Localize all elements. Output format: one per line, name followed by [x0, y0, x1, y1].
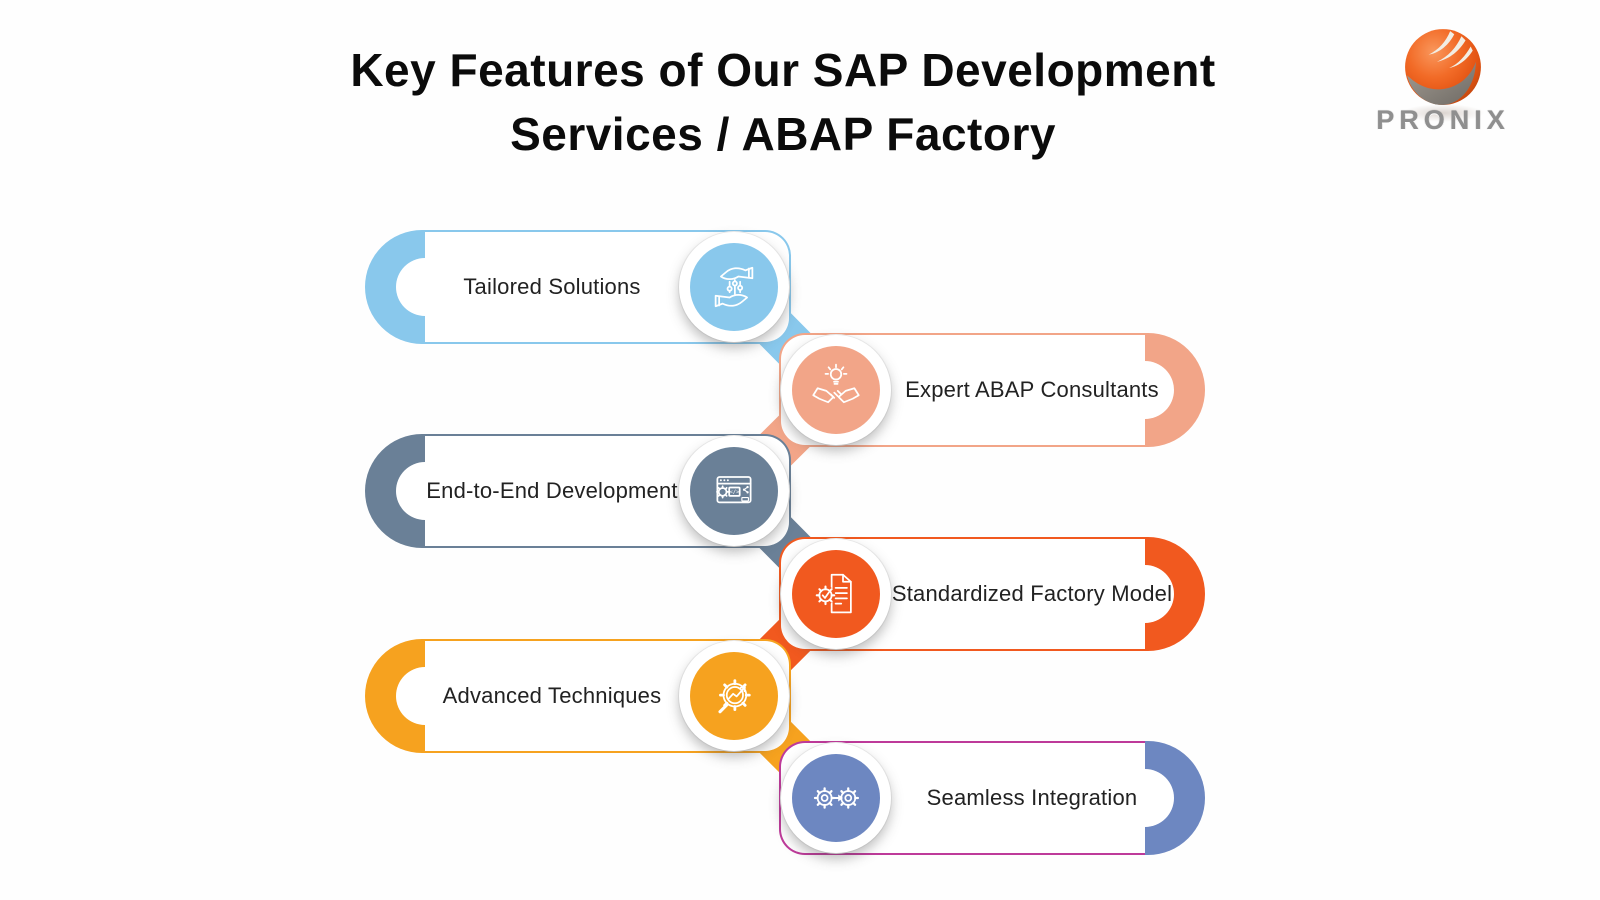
- feature-icon-circle: [679, 232, 789, 342]
- feature-row-end-to-end-development: End-to-End Development </>: [365, 434, 791, 548]
- logo-sphere-icon: [1405, 29, 1481, 105]
- feature-label: Standardized Factory Model: [891, 581, 1173, 606]
- feature-cap-notch: [396, 462, 454, 520]
- feature-cap-notch: [396, 667, 454, 725]
- feature-row-seamless-integration: Seamless Integration: [779, 741, 1205, 855]
- feature-row-advanced-techniques: Advanced Techniques: [365, 639, 791, 753]
- logo-wordmark: PRONIX: [1376, 105, 1510, 135]
- idea-handshake-icon: [812, 363, 860, 404]
- gear-analytics-icon: [718, 679, 751, 714]
- feature-icon-circle: [781, 743, 891, 853]
- page-title: Key Features of Our SAP Development Serv…: [283, 38, 1283, 166]
- feature-icon-circle: </>: [679, 436, 789, 546]
- feature-label: Tailored Solutions: [463, 274, 641, 299]
- feature-label: Advanced Techniques: [442, 683, 662, 708]
- feature-cap-notch: [1116, 769, 1174, 827]
- feature-label: Seamless Integration: [926, 785, 1138, 810]
- feature-cap-notch: [1116, 565, 1174, 623]
- document-gear-icon: [815, 573, 852, 614]
- page-title-line1: Key Features of Our SAP Development: [350, 44, 1216, 96]
- feature-icon-circle: [679, 641, 789, 751]
- hands-sliders-icon: [714, 266, 754, 308]
- brand-logo: PRONIX: [1360, 26, 1526, 144]
- feature-label: Expert ABAP Consultants: [905, 377, 1159, 402]
- logo-reflection: [1401, 104, 1485, 122]
- feature-icon-circle: [781, 539, 891, 649]
- svg-text:</>: </>: [729, 490, 740, 496]
- feature-label: End-to-End Development: [426, 478, 678, 503]
- feature-cap-notch: [1116, 361, 1174, 419]
- feature-row-expert-abap-consultants: Expert ABAP Consultants: [779, 333, 1205, 447]
- feature-icon-circle: [781, 335, 891, 445]
- feature-row-tailored-solutions: Tailored Solutions: [365, 230, 791, 344]
- gears-arrow-icon: [813, 787, 860, 809]
- page-title-line2: Services / ABAP Factory: [510, 108, 1056, 160]
- feature-row-standardized-factory-model: Standardized Factory Model: [779, 537, 1205, 651]
- dev-window-icon: </>: [716, 476, 752, 504]
- feature-cap-notch: [396, 258, 454, 316]
